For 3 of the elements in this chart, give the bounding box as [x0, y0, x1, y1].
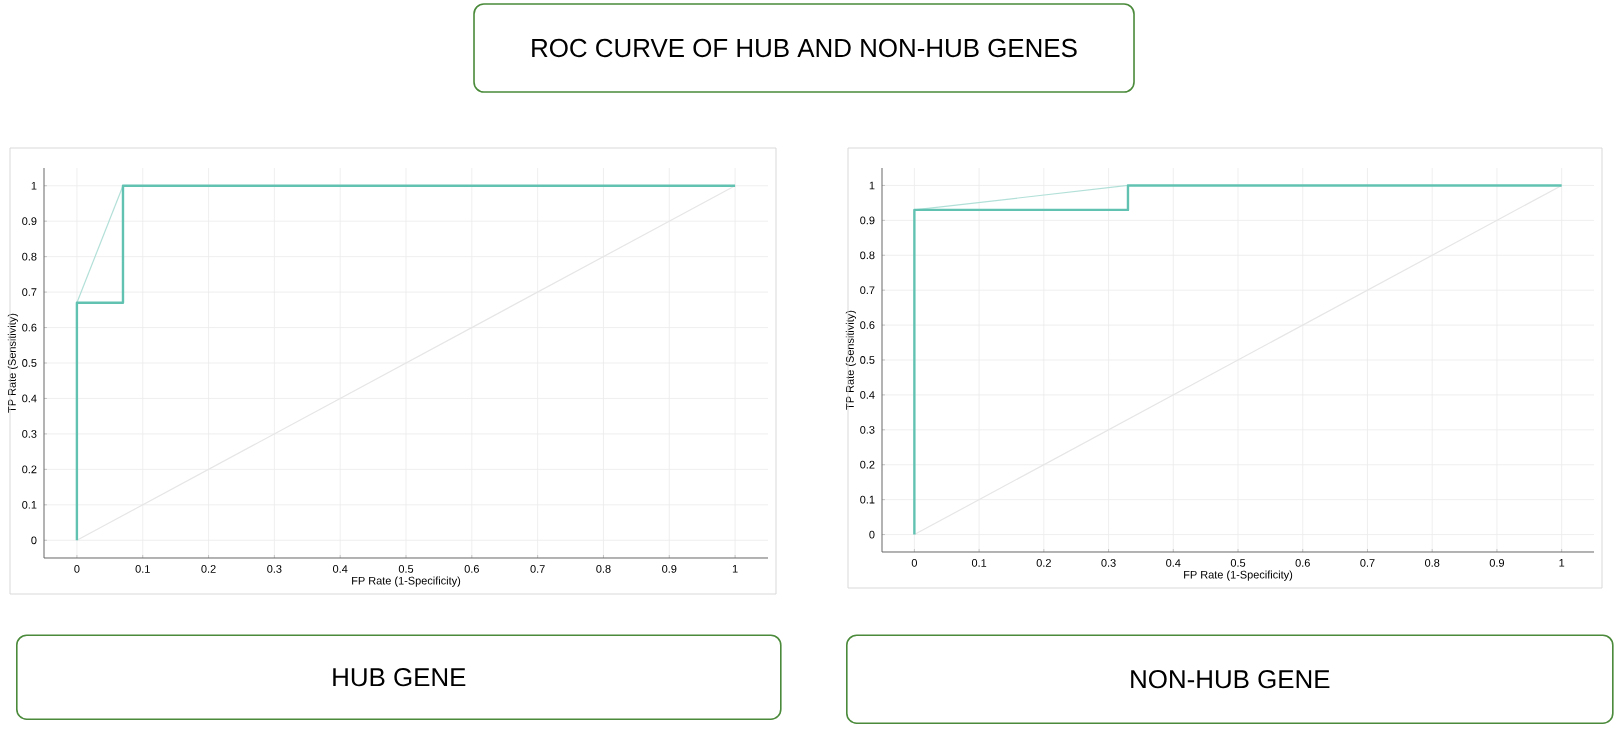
chart-title: ROC CURVE OF HUB AND NON-HUB GENES [532, 38, 1077, 58]
text: NON-HUB GENE [1131, 670, 1330, 689]
text: HUB GENE [333, 668, 466, 687]
